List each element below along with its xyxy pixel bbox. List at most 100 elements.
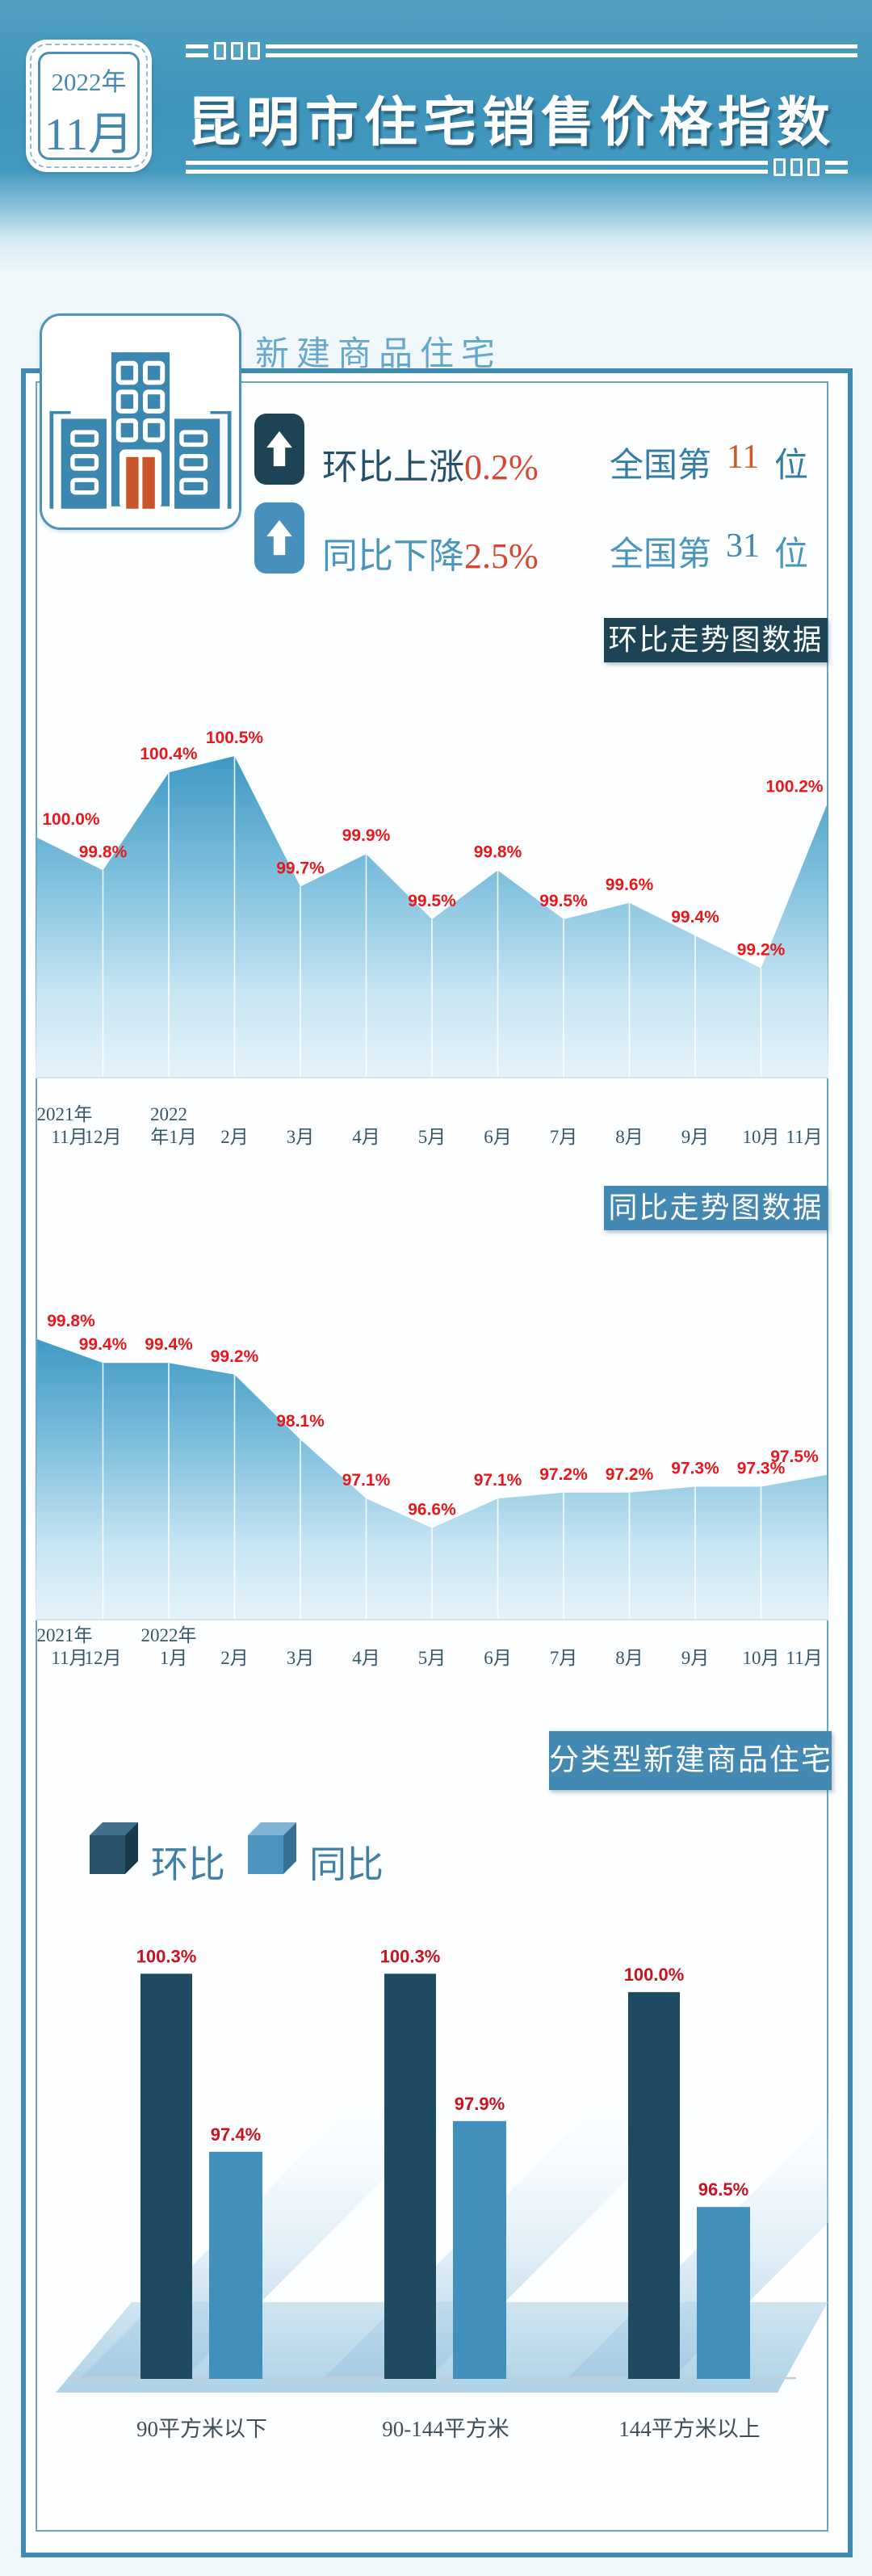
month-label: 3月 bbox=[287, 1127, 315, 1147]
month-label: 2021年 bbox=[37, 1625, 93, 1645]
data-point-label: 99.9% bbox=[342, 826, 391, 845]
rank-prefix: 全国第 bbox=[610, 536, 712, 574]
by-type-bar-chart: 100.3% 97.4% 90平方米以下 100.3% 97.9% 90-144平方米 10… bbox=[56, 1946, 828, 2441]
data-point-label: 100.4% bbox=[140, 745, 198, 763]
data-point-label: 100.0% bbox=[42, 810, 100, 829]
bar-label: 96.5% bbox=[698, 2179, 748, 2200]
bar-mom bbox=[384, 1973, 436, 2379]
bar-mom bbox=[628, 1992, 680, 2379]
legend-cube-yoy bbox=[248, 1822, 296, 1874]
month-label: 11月 bbox=[786, 1127, 822, 1147]
legend-label-mom: 环比 bbox=[151, 1844, 225, 1885]
month-label: 8月 bbox=[615, 1127, 644, 1147]
data-point-label: 99.8% bbox=[79, 843, 128, 861]
data-point-label: 99.5% bbox=[539, 892, 588, 910]
deco-line bbox=[266, 44, 857, 57]
arrow-up-icon bbox=[266, 519, 292, 556]
building-icon-card bbox=[40, 313, 241, 530]
date-month: 11月 bbox=[44, 110, 133, 160]
data-point-label: 99.2% bbox=[737, 941, 786, 960]
data-point-label: 99.5% bbox=[408, 892, 456, 910]
mom-indicator-row: 环比上涨0.2% 全国第 11 位 bbox=[254, 414, 836, 487]
building-icon bbox=[49, 347, 232, 511]
deco-rects-icon bbox=[214, 42, 260, 60]
month-label: 11月 bbox=[51, 1648, 87, 1668]
data-point-label: 100.5% bbox=[206, 729, 264, 747]
mom-value: 0.2% bbox=[464, 448, 539, 487]
data-point-label: 99.2% bbox=[211, 1347, 259, 1366]
data-point-label: 99.4% bbox=[79, 1335, 128, 1354]
month-label: 5月 bbox=[418, 1648, 446, 1668]
month-label: 1月 bbox=[160, 1648, 188, 1668]
bar-yoy bbox=[697, 2207, 750, 2379]
by-type-chart-badge: 分类型新建商品住宅 bbox=[549, 1731, 832, 1790]
area-fill bbox=[36, 756, 828, 1077]
month-label: 7月 bbox=[550, 1648, 578, 1668]
data-point-label: 97.3% bbox=[737, 1460, 786, 1478]
month-label: 2月 bbox=[220, 1648, 249, 1668]
month-label: 4月 bbox=[352, 1127, 380, 1147]
arrow-up-badge bbox=[254, 414, 304, 485]
month-label: 2月 bbox=[220, 1127, 249, 1147]
month-label: 12月 bbox=[85, 1127, 122, 1147]
data-point-label: 99.7% bbox=[276, 859, 325, 878]
data-point-label: 96.6% bbox=[408, 1501, 456, 1519]
date-badge-inner-border bbox=[38, 52, 140, 160]
data-point-label: 99.4% bbox=[671, 908, 719, 927]
rank-suffix: 位 bbox=[774, 536, 809, 574]
legend-label-yoy: 同比 bbox=[309, 1844, 384, 1885]
arrow-up-icon bbox=[266, 431, 292, 467]
data-point-label: 99.6% bbox=[606, 876, 654, 894]
month-label: 11月 bbox=[51, 1127, 87, 1147]
area-fill bbox=[36, 1339, 828, 1619]
bar-mom bbox=[140, 1973, 192, 2379]
bar-label: 100.3% bbox=[136, 1946, 197, 1966]
rank-suffix: 位 bbox=[774, 448, 809, 485]
bar-chart-legend: 环比 同比 bbox=[85, 1822, 488, 1887]
bottom-decoration-line bbox=[186, 158, 848, 176]
month-label: 10月 bbox=[743, 1127, 780, 1147]
yoy-chart-badge: 同比走势图数据 bbox=[604, 1186, 828, 1230]
data-point-label: 97.2% bbox=[539, 1465, 588, 1484]
top-decoration-line bbox=[186, 42, 857, 60]
data-point-label: 99.8% bbox=[47, 1312, 95, 1330]
category-label: 144平方米以上 bbox=[618, 2417, 761, 2441]
month-label: 8月 bbox=[615, 1648, 644, 1668]
deco-stub bbox=[825, 161, 848, 174]
arrow-up-badge bbox=[254, 502, 304, 574]
month-label: 2021年 bbox=[37, 1104, 93, 1124]
bar-label: 97.4% bbox=[211, 2124, 261, 2145]
month-label: 12月 bbox=[85, 1648, 122, 1668]
month-label: 10月 bbox=[743, 1648, 780, 1668]
month-label: 2022 bbox=[150, 1104, 187, 1124]
rank-prefix: 全国第 bbox=[610, 448, 712, 485]
date-badge-dashed-border bbox=[30, 44, 148, 168]
bar-label: 100.3% bbox=[380, 1946, 441, 1966]
rank-number: 31 bbox=[726, 527, 761, 565]
month-label: 7月 bbox=[550, 1127, 578, 1147]
data-point-label: 97.3% bbox=[671, 1460, 719, 1478]
month-label: 年1月 bbox=[150, 1127, 197, 1147]
bar-yoy bbox=[209, 2151, 262, 2379]
data-point-label: 97.1% bbox=[342, 1471, 391, 1490]
month-label: 6月 bbox=[484, 1127, 512, 1147]
data-point-label: 99.4% bbox=[145, 1335, 193, 1354]
month-label: 6月 bbox=[484, 1648, 512, 1668]
month-label: 3月 bbox=[287, 1648, 315, 1668]
deco-rects-icon bbox=[773, 158, 820, 176]
date-year: 2022年 bbox=[51, 68, 127, 96]
header-band: 2022年 11月 昆明市住宅销售价格指数 bbox=[0, 0, 872, 275]
mom-chart-badge: 环比走势图数据 bbox=[604, 618, 828, 662]
bar-label: 97.9% bbox=[455, 2094, 505, 2114]
month-label: 11月 bbox=[786, 1648, 822, 1668]
page-title: 昆明市住宅销售价格指数 bbox=[187, 94, 836, 153]
month-label: 5月 bbox=[418, 1127, 446, 1147]
mom-area-chart: 100.0% 99.8% 100.4% 100.5% 99.7% 99.9% 99.5% 99… bbox=[36, 729, 828, 1147]
legend-cube-mom bbox=[90, 1822, 138, 1874]
deco-stub bbox=[186, 44, 208, 57]
rank-number: 11 bbox=[726, 439, 760, 476]
section-title: 新建商品住宅 bbox=[255, 336, 503, 373]
month-label: 4月 bbox=[352, 1648, 380, 1668]
yoy-indicator-row: 同比下降2.5% 全国第 31 位 bbox=[254, 502, 836, 576]
